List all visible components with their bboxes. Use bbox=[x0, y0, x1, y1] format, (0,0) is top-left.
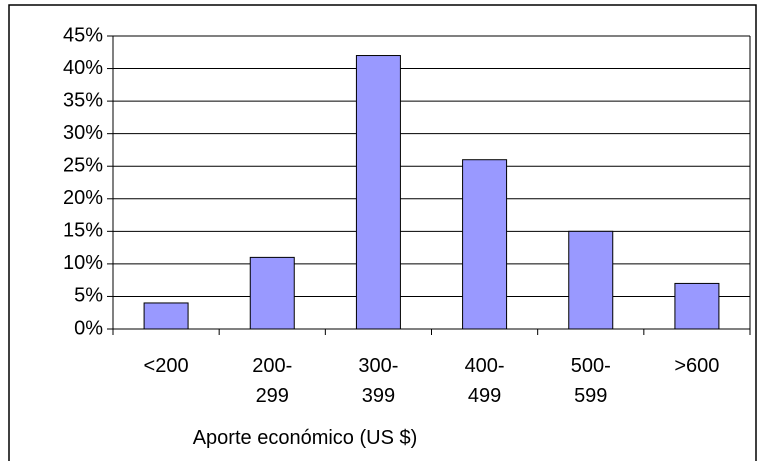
bar bbox=[143, 302, 189, 330]
y-tick-label: 45% bbox=[63, 24, 103, 46]
y-tick-label: 5% bbox=[74, 285, 103, 307]
y-tick-label: 20% bbox=[63, 187, 103, 209]
x-tick-label: 300- 399 bbox=[358, 355, 399, 407]
y-tick-label: 30% bbox=[63, 122, 103, 144]
x-tick-label: >600 bbox=[674, 355, 720, 377]
bar bbox=[249, 256, 295, 330]
y-tick-label: 35% bbox=[63, 89, 103, 111]
x-tick-label: 400- 499 bbox=[464, 355, 505, 407]
chart-frame bbox=[8, 4, 757, 461]
x-tick-label: 500- 599 bbox=[570, 355, 611, 407]
bar bbox=[674, 282, 720, 330]
bar bbox=[462, 159, 508, 330]
bar bbox=[568, 230, 614, 330]
x-tick-label: <200 bbox=[143, 355, 189, 377]
x-axis-title: Aporte económico (US $) bbox=[192, 427, 418, 449]
y-tick-label: 40% bbox=[63, 57, 103, 79]
y-tick-label: 25% bbox=[63, 155, 103, 177]
y-tick-label: 10% bbox=[63, 252, 103, 274]
y-tick-label: 0% bbox=[74, 317, 103, 339]
y-tick-label: 15% bbox=[63, 220, 103, 242]
x-tick-label: 200- 299 bbox=[252, 355, 293, 407]
bar bbox=[355, 55, 401, 330]
